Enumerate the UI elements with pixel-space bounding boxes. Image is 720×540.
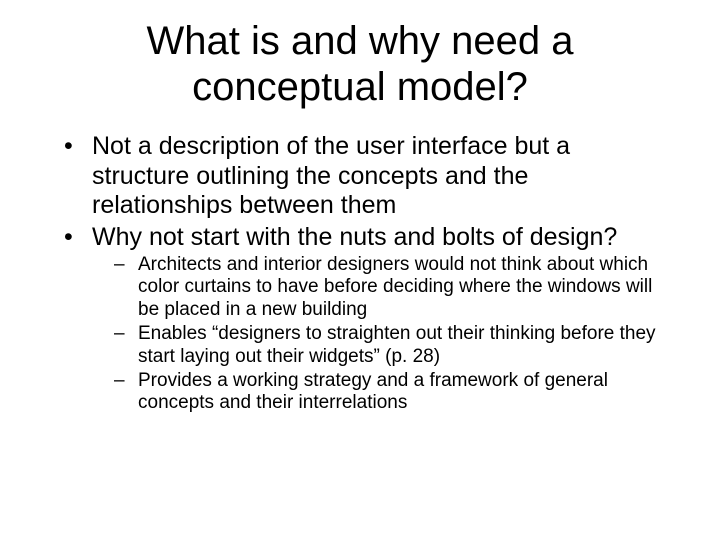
bullet-list-level1: Not a description of the user interface … — [40, 132, 680, 415]
slide-title: What is and why need a conceptual model? — [40, 18, 680, 110]
sub-bullet-text: Enables “designers to straighten out the… — [138, 323, 656, 366]
sub-bullet-text: Provides a working strategy and a framew… — [138, 370, 608, 413]
sub-bullet-item: Architects and interior designers would … — [138, 254, 670, 321]
bullet-item: Not a description of the user interface … — [92, 132, 680, 221]
bullet-list-level2: Architects and interior designers would … — [92, 254, 670, 415]
sub-bullet-item: Provides a working strategy and a framew… — [138, 370, 670, 415]
bullet-item: Why not start with the nuts and bolts of… — [92, 223, 680, 415]
sub-bullet-text: Architects and interior designers would … — [138, 254, 652, 320]
bullet-text: Not a description of the user interface … — [92, 132, 570, 219]
sub-bullet-item: Enables “designers to straighten out the… — [138, 323, 670, 368]
bullet-text: Why not start with the nuts and bolts of… — [92, 223, 617, 251]
